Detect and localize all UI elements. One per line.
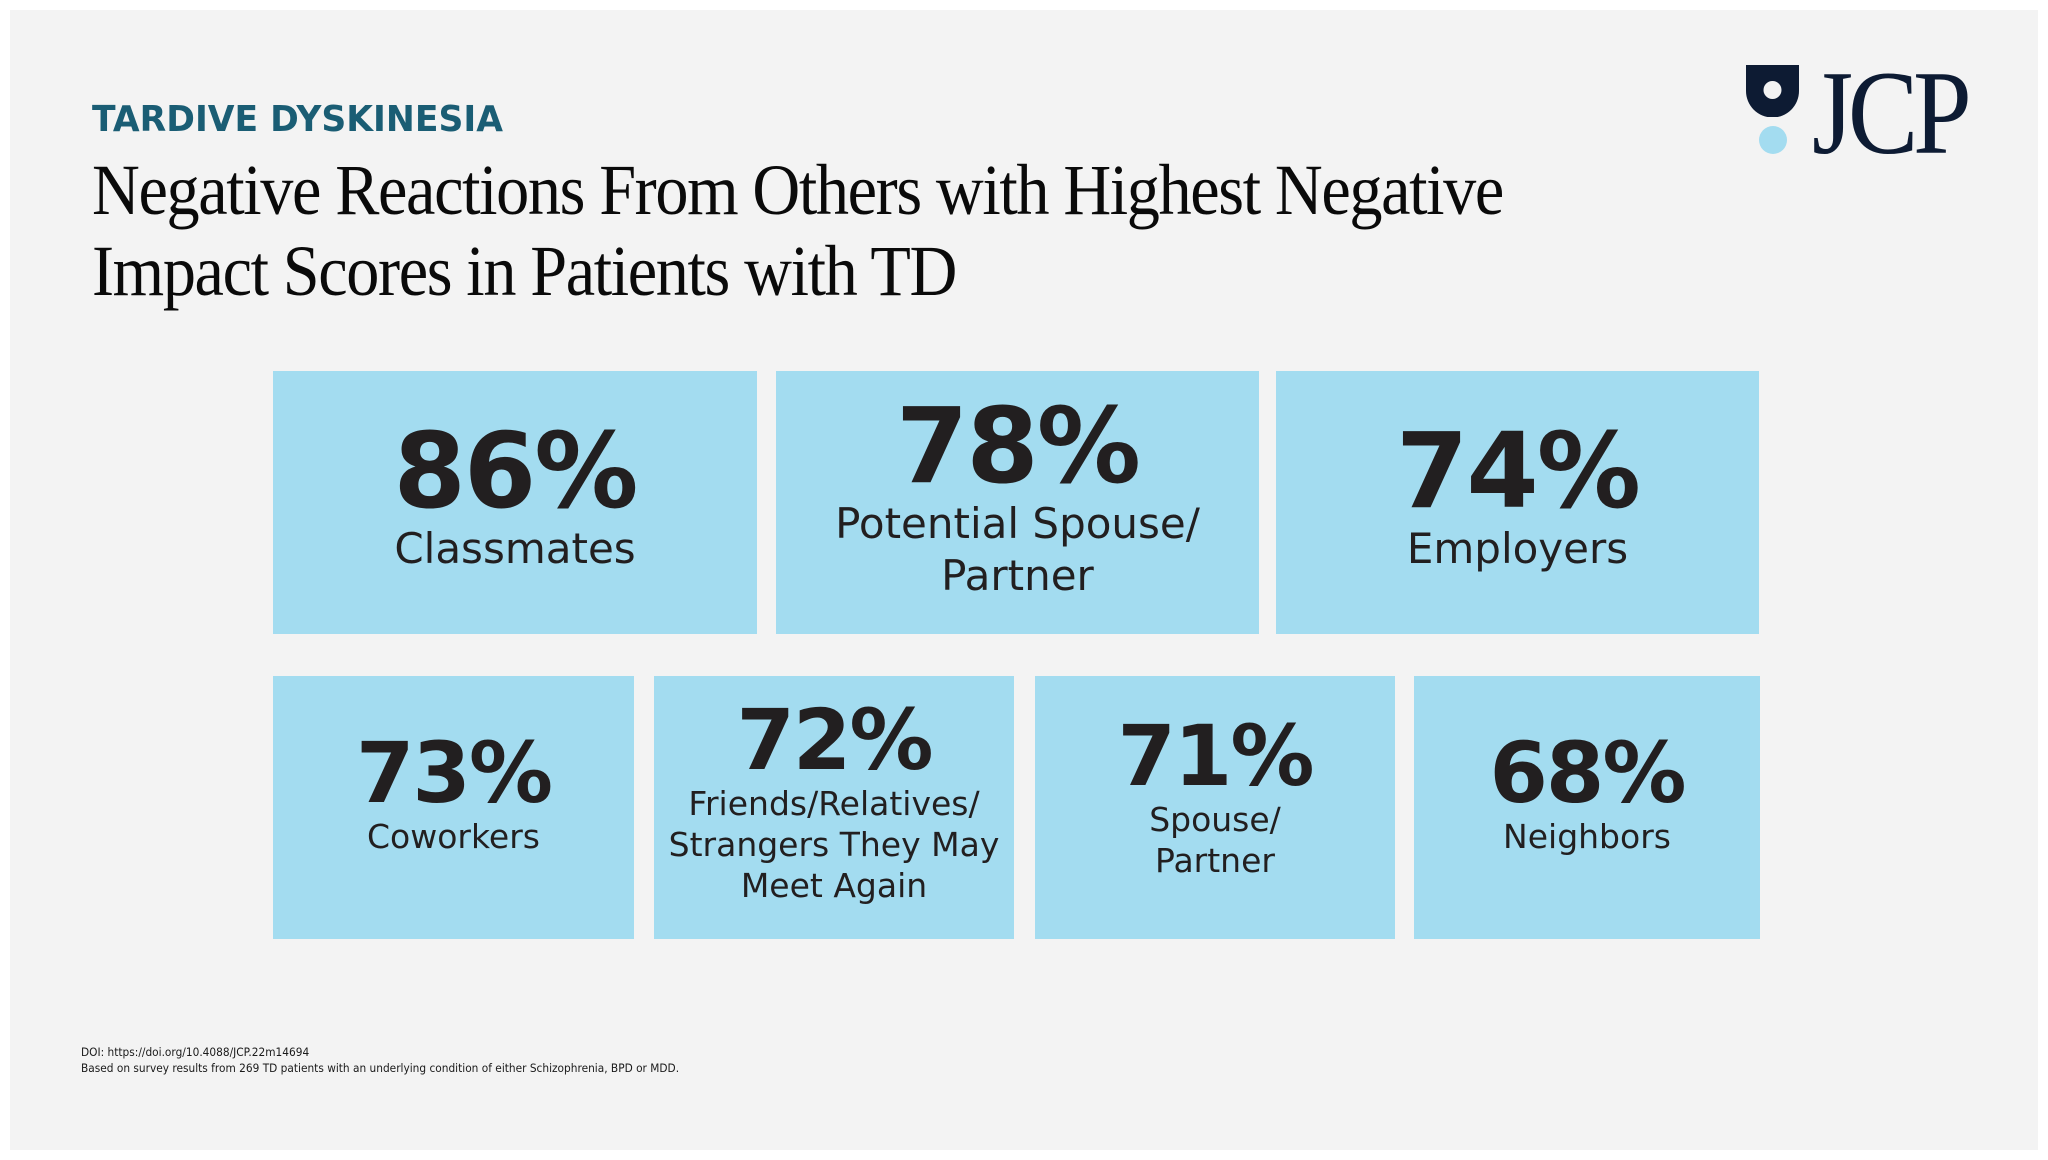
- stat-card-classmates: 86% Classmates: [273, 371, 757, 634]
- stat-value: 86%: [393, 409, 639, 532]
- footer-notes: DOI: https://doi.org/10.4088/JCP.22m1469…: [81, 1044, 679, 1076]
- stat-label-line: Employers: [1406, 523, 1629, 573]
- stat-label-line: Partner: [941, 550, 1094, 600]
- logo-wordmark: JCP: [1812, 46, 1972, 179]
- stat-label: Potential Spouse/ Partner: [835, 498, 1200, 602]
- stat-label: Neighbors: [1489, 816, 1684, 857]
- stat-label-line: Coworkers: [367, 817, 540, 856]
- doi-link[interactable]: DOI: https://doi.org/10.4088/JCP.22m1469…: [81, 1045, 310, 1059]
- stat-value: 68%: [1489, 724, 1686, 822]
- jcp-shield-logo-icon: [1746, 65, 1799, 117]
- stat-label: Coworkers: [356, 816, 551, 857]
- stat-label: Friends/Relatives/ Strangers They May Me…: [669, 783, 1000, 906]
- stat-label: Classmates: [394, 523, 637, 575]
- stat-value: 74%: [1396, 409, 1641, 532]
- title-line-2: Impact Scores in Patients with TD: [92, 231, 957, 311]
- stat-value: 71%: [1117, 706, 1314, 805]
- stat-card-neighbors: 68% Neighbors: [1414, 676, 1760, 939]
- topic-kicker: TARDIVE DYSKINESIA: [92, 99, 503, 140]
- stat-card-friends-relatives-strangers: 72% Friends/Relatives/ Strangers They Ma…: [654, 676, 1014, 939]
- stat-value: 73%: [355, 724, 553, 822]
- jcp-logo: JCP: [1746, 48, 1996, 180]
- stat-value: 78%: [896, 384, 1141, 507]
- stat-label-line: Meet Again: [740, 866, 928, 905]
- stat-card-coworkers: 73% Coworkers: [273, 676, 634, 939]
- stat-label-line: Partner: [1155, 840, 1275, 880]
- stat-label-line: Classmates: [394, 523, 636, 573]
- stat-card-spouse-partner: 71% Spouse/ Partner: [1035, 676, 1395, 939]
- stat-label-line: Spouse/: [1149, 799, 1281, 839]
- stat-label-line: Friends/Relatives/: [688, 784, 980, 823]
- logo-dot-icon: [1759, 126, 1787, 154]
- stat-label-line: Potential Spouse/: [835, 498, 1200, 548]
- stat-label-line: Neighbors: [1503, 817, 1671, 856]
- stat-card-potential-spouse-partner: 78% Potential Spouse/ Partner: [776, 371, 1259, 634]
- stat-value: 72%: [736, 691, 933, 789]
- title-line-1: Negative Reactions From Others with High…: [92, 150, 1504, 230]
- page-title: Negative Reactions From Others with High…: [92, 150, 1504, 312]
- survey-note: Based on survey results from 269 TD pati…: [81, 1061, 680, 1075]
- stat-label: Employers: [1396, 523, 1639, 575]
- stat-label: Spouse/ Partner: [1117, 799, 1312, 881]
- stat-label-line: Strangers They May: [668, 825, 1000, 864]
- stat-card-employers: 74% Employers: [1276, 371, 1759, 634]
